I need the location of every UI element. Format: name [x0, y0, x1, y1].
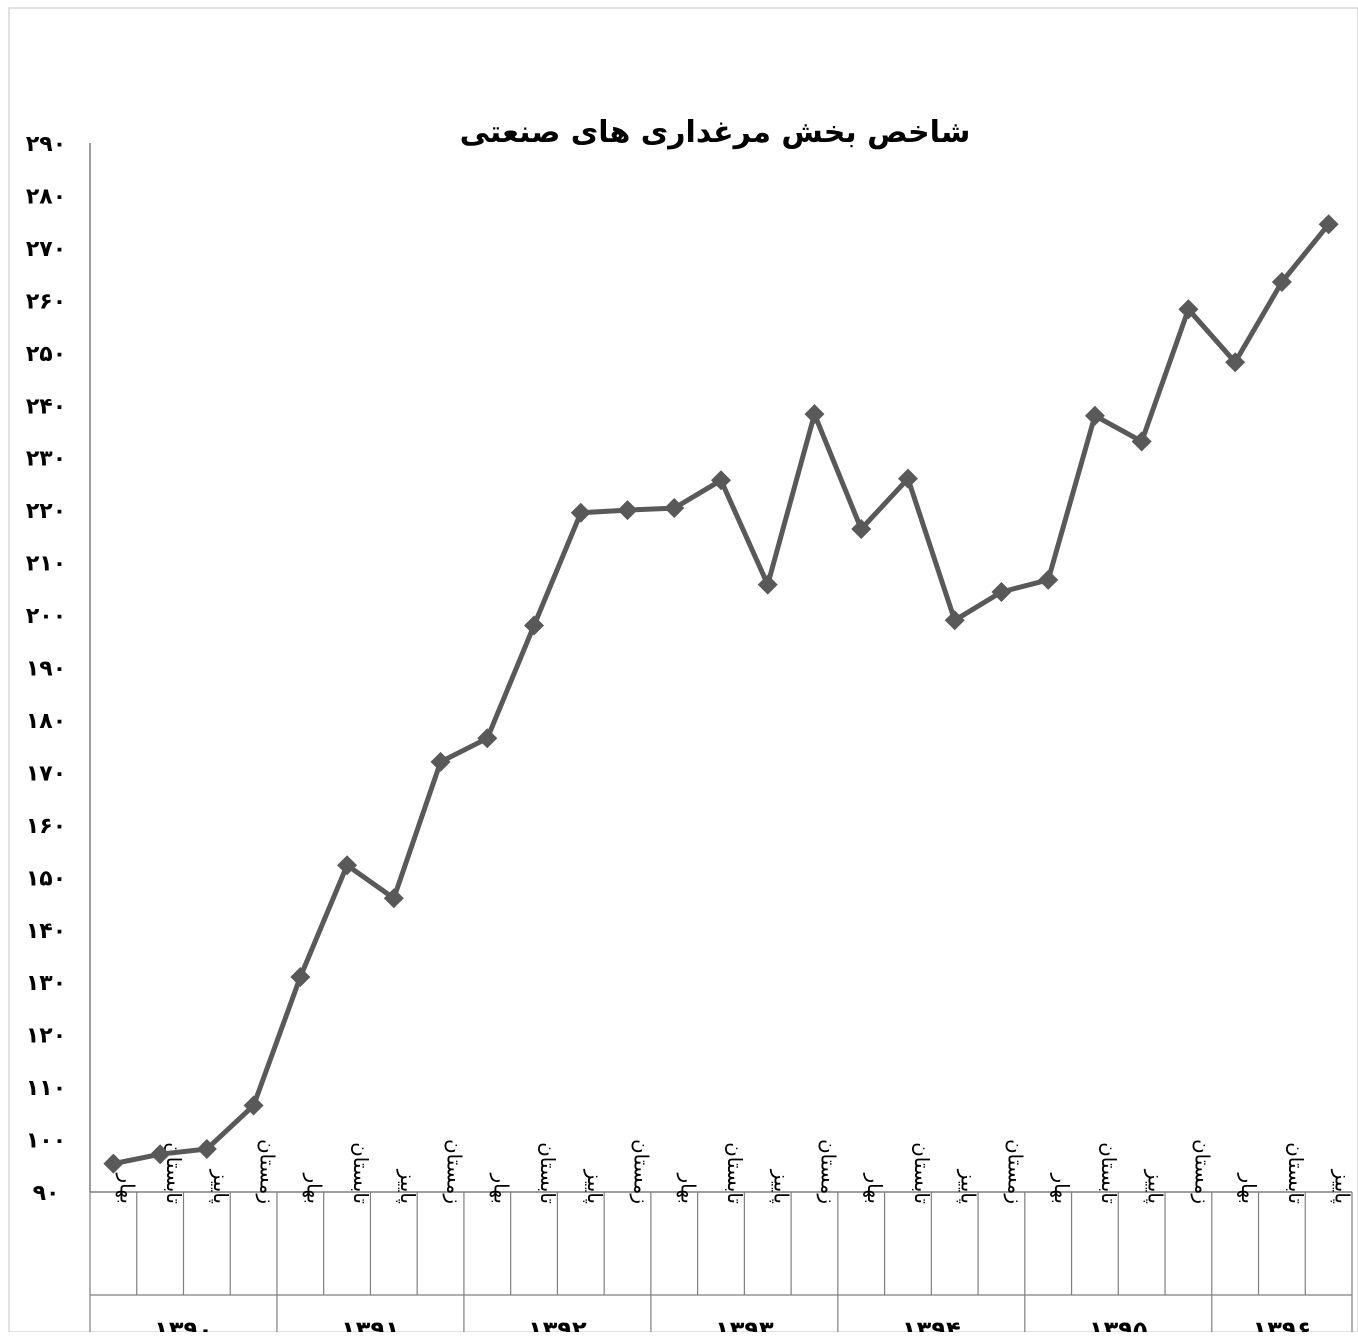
y-tick-label: ۲۳۰	[26, 447, 66, 472]
y-tick-label: ۱۲۰	[26, 1024, 66, 1049]
x-axis: بهار تابستان پاییز زمستان ۱۳۹۰ بهار تابستان پای…	[89, 1139, 1355, 1336]
data-point-marker	[1131, 431, 1152, 452]
x-tick-label: بهار	[863, 1172, 887, 1204]
year-label: ۱۳۹۶	[1253, 1316, 1312, 1332]
data-point-marker	[897, 468, 918, 489]
data-point-marker	[757, 574, 778, 595]
x-tick-label: تابستان	[1284, 1142, 1308, 1204]
data-point-marker	[196, 1138, 217, 1159]
y-tick-label: ۲۶۰	[26, 289, 66, 314]
x-tick-label: زمستان	[443, 1139, 467, 1204]
x-tick-label: تابستان	[349, 1142, 373, 1204]
x-tick-label: تابستان	[536, 1142, 560, 1204]
x-tick-label: تابستان	[910, 1142, 934, 1204]
data-point-marker	[430, 751, 451, 772]
y-tick-label: ۲۲۰	[26, 499, 66, 524]
x-tick-label: پاییز	[582, 1169, 607, 1204]
y-tick-label: ۱۵۰	[26, 866, 66, 891]
y-tick-label: ۲۰۰	[26, 604, 66, 629]
x-tick-label: پاییز	[956, 1169, 981, 1204]
data-point-marker	[617, 500, 638, 521]
x-tick-label: بهار	[676, 1172, 700, 1204]
x-tick-label: پاییز	[1143, 1169, 1168, 1204]
x-tick-label: پاییز	[208, 1169, 233, 1204]
x-tick-label: پاییز	[1330, 1169, 1355, 1204]
data-point-marker	[1271, 271, 1292, 292]
year-label: ۱۳۹۴	[902, 1316, 961, 1332]
data-point-marker	[243, 1095, 264, 1116]
x-tick-label: بهار	[115, 1172, 139, 1204]
x-tick-label: زمستان	[1003, 1139, 1027, 1204]
y-tick-label: ۲۹۰	[26, 132, 66, 157]
y-tick-label: ۱۹۰	[26, 657, 66, 682]
y-tick-label: ۲۵۰	[26, 342, 66, 367]
data-point-marker	[1178, 299, 1199, 320]
y-tick-label: ۲۱۰	[26, 552, 66, 577]
x-tick-label: زمستان	[816, 1139, 840, 1204]
y-tick-label: ۲۸۰	[26, 184, 66, 209]
data-point-marker	[150, 1144, 171, 1165]
y-tick-label: ۱۴۰	[26, 919, 66, 944]
year-label: ۱۳۹۲	[528, 1316, 587, 1332]
data-point-marker	[570, 502, 591, 523]
year-label: ۱۳۹۱	[341, 1316, 400, 1332]
data-point-marker	[290, 966, 311, 987]
year-label: ۱۳۹۳	[715, 1316, 774, 1332]
data-point-marker	[103, 1153, 124, 1174]
data-point-marker	[804, 404, 825, 425]
x-tick-label: تابستان	[723, 1142, 747, 1204]
y-tick-label: ۲۷۰	[26, 237, 66, 262]
x-tick-label: زمستان	[1190, 1139, 1214, 1204]
y-tick-label: ۱۳۰	[26, 971, 66, 996]
y-tick-label: ۱۶۰	[26, 814, 66, 839]
y-tick-label: ۲۴۰	[26, 394, 66, 419]
year-label: ۱۳۹۵	[1089, 1316, 1148, 1332]
x-tick-label: بهار	[489, 1172, 513, 1204]
data-point-marker	[1084, 405, 1105, 426]
data-point-marker	[383, 888, 404, 909]
data-point-marker	[851, 519, 872, 540]
series-index	[103, 214, 1339, 1174]
x-tick-label: زمستان	[256, 1139, 280, 1204]
chart-title: شاخص بخش مرغداری های صنعتی	[460, 115, 971, 150]
x-tick-label: زمستان	[630, 1139, 654, 1204]
y-tick-label: ۱۷۰	[26, 761, 66, 786]
data-point-marker	[477, 728, 498, 749]
x-tick-label: بهار	[1050, 1172, 1074, 1204]
x-tick-label: پاییز	[769, 1169, 794, 1204]
chart-border	[8, 7, 1358, 1333]
data-point-marker	[664, 498, 685, 519]
y-tick-label: ۱۸۰	[26, 709, 66, 734]
x-tick-label: بهار	[302, 1172, 326, 1204]
data-point-marker	[1318, 214, 1339, 235]
data-point-marker	[991, 581, 1012, 602]
x-tick-label: تابستان	[1097, 1142, 1121, 1204]
data-point-marker	[337, 855, 358, 876]
data-point-marker	[1225, 352, 1246, 373]
year-label: ۱۳۹۰	[154, 1316, 213, 1332]
data-point-marker	[711, 470, 731, 491]
data-point-marker	[944, 610, 965, 631]
data-point-marker	[1038, 569, 1059, 590]
data-point-marker	[524, 615, 545, 636]
y-tick-label: ۹۰	[33, 1181, 60, 1206]
x-tick-label: بهار	[1237, 1172, 1261, 1204]
y-tick-label: ۱۰۰	[26, 1129, 66, 1154]
y-tick-label: ۱۱۰	[26, 1076, 66, 1101]
x-tick-label: پاییز	[395, 1169, 420, 1204]
y-axis: ۹۰ ۱۰۰ ۱۱۰ ۱۲۰ ۱۳۰ ۱۴۰ ۱۵۰ ۱۶۰ ۱۷۰ ۱۸۰ ۱۹۰ ۲۰۰ ۲۱۰ ۲۲…	[26, 132, 91, 1206]
